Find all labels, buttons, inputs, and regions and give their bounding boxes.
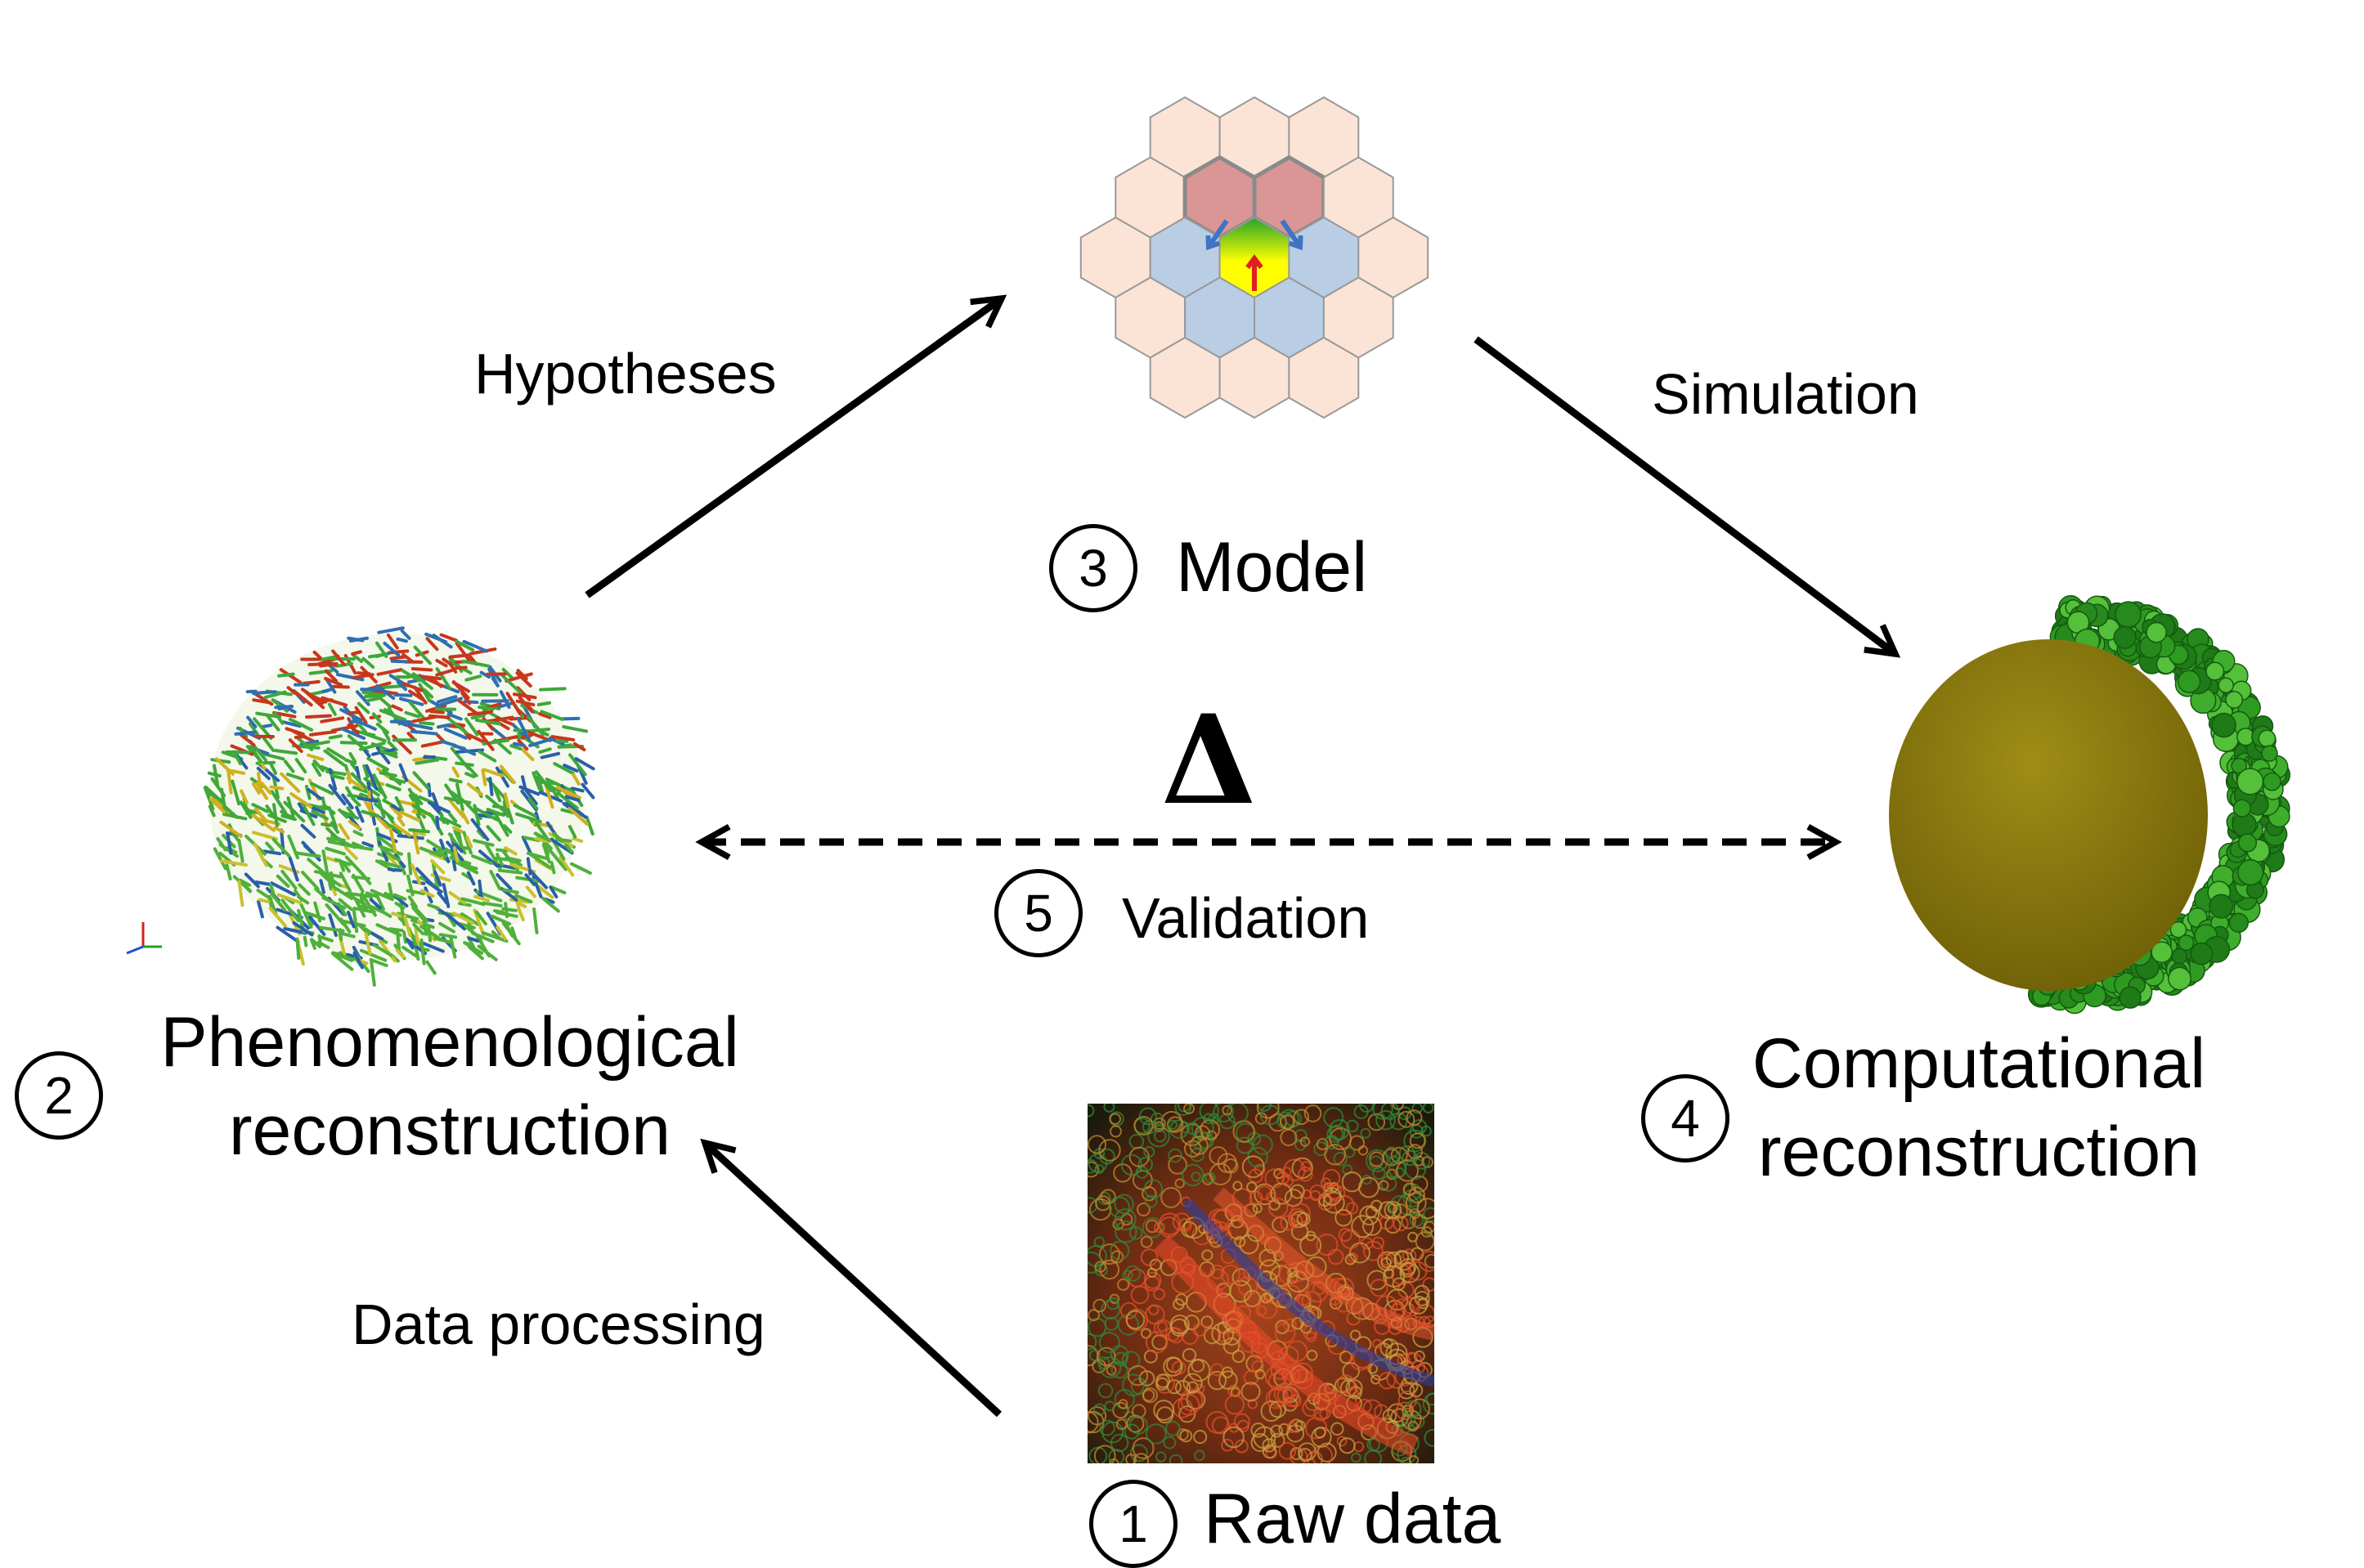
step-2-badge: 2 [15, 1051, 103, 1140]
validation-label: Validation [1122, 889, 1369, 947]
step-5-badge: 5 [994, 869, 1083, 957]
simulation-label: Simulation [1652, 365, 1919, 423]
phenomenological-vector-field-image [205, 628, 594, 985]
hypotheses-label: Hypotheses [474, 345, 777, 402]
step-3-badge: 3 [1049, 524, 1137, 612]
raw-data-label: Raw data [1204, 1484, 1500, 1554]
computational-label-line1: Computational [1635, 1028, 2322, 1099]
axis-triad-icon [127, 922, 162, 953]
step-1-badge: 1 [1089, 1480, 1178, 1568]
computational-label-line2: reconstruction [1635, 1117, 2322, 1187]
model-label: Model [1176, 532, 1367, 603]
phenomenological-label-line2: reconstruction [123, 1095, 777, 1166]
phenomenological-label-line1: Phenomenological [123, 1007, 777, 1077]
data-processing-label: Data processing [352, 1296, 765, 1353]
raw-data-micrograph [1077, 1097, 1443, 1468]
computational-embryo-image [1889, 596, 2290, 1014]
embryo-yolk [1889, 639, 2208, 991]
delta-symbol: Δ [1161, 699, 1256, 822]
data-processing-arrow [705, 1143, 999, 1414]
